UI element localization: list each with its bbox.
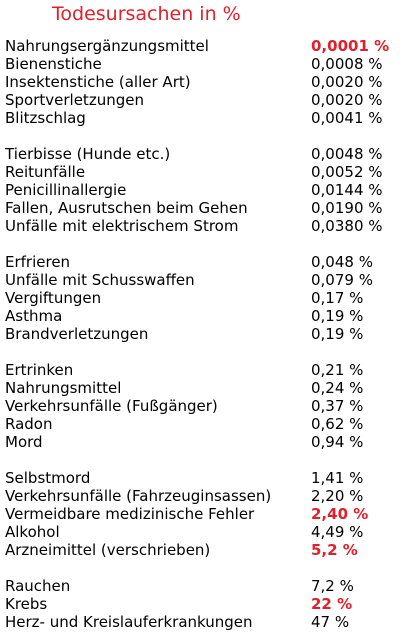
cause-label: Radon [5,415,53,433]
table-row: Nahrungsergänzungsmittel 0,0001 % [5,37,397,55]
cause-value: 0,17 % [311,289,364,307]
table-row: Unfälle mit elektrischem Strom 0,0380 % [5,217,397,235]
cause-label: Fallen, Ausrutschen beim Gehen [5,199,248,217]
cause-value: 0,0048 % [311,145,383,163]
cause-value: 0,0041 % [311,109,383,127]
cause-value: 0,19 % [311,307,364,325]
cause-label: Arzneimittel (verschrieben) [5,541,211,559]
cause-label: Verkehrsunfälle (Fahrzeuginsassen) [5,487,272,505]
cause-label: Mord [5,433,43,451]
table-row: Krebs 22 % [5,595,397,613]
cause-label: Verkehrsunfälle (Fußgänger) [5,397,218,415]
table-row: Ertrinken 0,21 % [5,361,397,379]
cause-group: Erfrieren 0,048 % Unfälle mit Schusswaffen… [5,253,397,343]
cause-label: Vermeidbare medizinische Fehler [5,505,255,523]
table-row: Vergiftungen 0,17 % [5,289,397,307]
table-row: Vermeidbare medizinische Fehler 2,40 % [5,505,397,523]
table-row: Brandverletzungen 0,19 % [5,325,397,343]
table-row: Penicillinallergie 0,0144 % [5,181,397,199]
cause-label: Erfrieren [5,253,71,271]
cause-label: Alkohol [5,523,60,541]
cause-label: Unfälle mit elektrischem Strom [5,217,239,235]
cause-label: Reitunfälle [5,163,86,181]
cause-value: 0,0144 % [311,181,383,199]
cause-label: Rauchen [5,577,71,595]
cause-value: 0,94 % [311,433,364,451]
highlighted-value: 2,40 % [311,505,369,523]
table-row: Arzneimittel (verschrieben) 5,2 % [5,541,397,559]
cause-value: 47 % [311,613,350,631]
cause-group: Selbstmord 1,41 % Verkehrsunfälle (Fahrzeu… [5,469,397,559]
cause-group: Rauchen 7,2 % Krebs 22 % Herz- und Kreislauf… [5,577,397,631]
cause-label: Tierbisse (Hunde etc.) [5,145,171,163]
cause-label: Ertrinken [5,361,74,379]
cause-value: 0,0380 % [311,217,383,235]
cause-value: 0,079 % [311,271,373,289]
highlighted-value: 22 % [311,595,353,613]
cause-group: Tierbisse (Hunde etc.) 0,0048 % Reitunfäll… [5,145,397,235]
cause-value: 0,62 % [311,415,364,433]
table-row: Alkohol 4,49 % [5,523,397,541]
table-row: Radon 0,62 % [5,415,397,433]
table-row: Insektenstiche (aller Art) 0,0020 % [5,73,397,91]
cause-value: 7,2 % [311,577,354,595]
table-row: Tierbisse (Hunde etc.) 0,0048 % [5,145,397,163]
table-row: Verkehrsunfälle (Fußgänger) 0,37 % [5,397,397,415]
cause-label: Nahrungsergänzungsmittel [5,37,209,55]
cause-value: 0,21 % [311,361,364,379]
cause-group: Ertrinken 0,21 % Nahrungsmittel 0,24 % Verke… [5,361,397,451]
cause-label: Sportverletzungen [5,91,144,109]
table-row: Blitzschlag 0,0041 % [5,109,397,127]
table-row: Mord 0,94 % [5,433,397,451]
table-row: Reitunfälle 0,0052 % [5,163,397,181]
table-row: Herz- und Kreislauferkrankungen 47 % [5,613,397,631]
cause-label: Bienenstiche [5,55,102,73]
cause-label: Herz- und Kreislauferkrankungen [5,613,253,631]
table-row: Rauchen 7,2 % [5,577,397,595]
cause-label: Asthma [5,307,63,325]
table-row: Unfälle mit Schusswaffen 0,079 % [5,271,397,289]
cause-value: 4,49 % [311,523,364,541]
table-row: Nahrungsmittel 0,24 % [5,379,397,397]
table-row: Bienenstiche 0,0008 % [5,55,397,73]
table-row: Sportverletzungen 0,0020 % [5,91,397,109]
cause-value: 2,20 % [311,487,364,505]
table-row: Fallen, Ausrutschen beim Gehen 0,0190 % [5,199,397,217]
cause-value: 0,19 % [311,325,364,343]
cause-value: 0,048 % [311,253,373,271]
cause-value: 0,37 % [311,397,364,415]
highlighted-value: 5,2 % [311,541,358,559]
cause-value: 0,0052 % [311,163,383,181]
page-title: Todesursachen in % [52,3,241,25]
causes-table: Nahrungsergänzungsmittel 0,0001 % Bienenst… [5,37,397,631]
cause-label: Blitzschlag [5,109,86,127]
cause-value: 0,24 % [311,379,364,397]
cause-label: Krebs [5,595,48,613]
cause-label: Brandverletzungen [5,325,149,343]
table-row: Asthma 0,19 % [5,307,397,325]
cause-value: 1,41 % [311,469,364,487]
cause-value: 0,0190 % [311,199,383,217]
cause-label: Penicillinallergie [5,181,127,199]
highlighted-value: 0,0001 % [311,37,390,55]
cause-label: Unfälle mit Schusswaffen [5,271,195,289]
cause-label: Selbstmord [5,469,91,487]
cause-label: Nahrungsmittel [5,379,122,397]
cause-value: 0,0020 % [311,73,383,91]
cause-value: 0,0020 % [311,91,383,109]
cause-label: Insektenstiche (aller Art) [5,73,191,91]
table-row: Selbstmord 1,41 % [5,469,397,487]
table-row: Verkehrsunfälle (Fahrzeuginsassen) 2,20 % [5,487,397,505]
table-row: Erfrieren 0,048 % [5,253,397,271]
cause-label: Vergiftungen [5,289,102,307]
cause-group: Nahrungsergänzungsmittel 0,0001 % Bienenst… [5,37,397,127]
cause-value: 0,0008 % [311,55,383,73]
